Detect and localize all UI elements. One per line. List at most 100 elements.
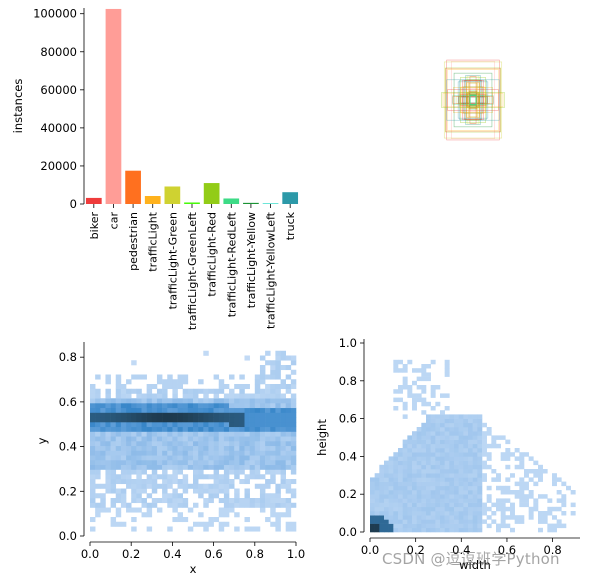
xy-cell bbox=[265, 517, 271, 523]
xy-cell bbox=[208, 493, 214, 499]
xy-cell bbox=[141, 412, 147, 418]
xy-cell bbox=[218, 436, 225, 442]
xy-cell bbox=[95, 507, 101, 513]
wh-cell bbox=[379, 485, 385, 491]
xy-cell bbox=[218, 455, 225, 461]
wh-cell bbox=[412, 406, 417, 411]
xy-cell bbox=[275, 460, 281, 466]
xy-cell bbox=[270, 507, 276, 513]
xy-y-tick-label: 0.6 bbox=[59, 395, 77, 409]
wh-cell bbox=[388, 511, 394, 516]
xy-cell bbox=[275, 369, 281, 375]
wh-cell bbox=[538, 469, 543, 474]
xy-cell bbox=[239, 422, 245, 428]
xy-cell bbox=[151, 488, 158, 494]
wh-cell bbox=[468, 460, 473, 466]
wh-cell bbox=[468, 498, 473, 503]
wh-cell bbox=[472, 473, 478, 478]
xy-cell bbox=[120, 521, 127, 527]
wh-cell bbox=[477, 502, 483, 508]
xy-cell bbox=[218, 379, 225, 385]
bbox-outline bbox=[459, 96, 487, 104]
wh-cell bbox=[416, 490, 422, 495]
wh-cell bbox=[430, 523, 436, 529]
xy-cell bbox=[259, 412, 266, 418]
xy-cell bbox=[131, 445, 137, 451]
wh-cell bbox=[491, 469, 497, 474]
width-height-heatmap: 0.00.20.40.60.81.00.0 0.2 0.4 0.6 0.8widthhe… bbox=[315, 336, 580, 572]
xy-cell bbox=[177, 426, 183, 432]
xy-cell bbox=[182, 398, 189, 404]
xy-cell bbox=[162, 493, 168, 499]
wh-cell bbox=[533, 481, 539, 487]
xy-cell bbox=[249, 445, 256, 451]
xy-cell bbox=[105, 393, 111, 399]
xy-cell bbox=[146, 450, 153, 456]
wh-cell bbox=[412, 443, 417, 449]
wh-cell bbox=[482, 448, 487, 453]
xy-cell bbox=[177, 455, 183, 461]
wh-cell bbox=[463, 422, 469, 428]
xy-cell bbox=[213, 493, 220, 499]
wh-cell bbox=[402, 380, 408, 386]
wh-cell bbox=[463, 469, 469, 474]
wh-cell bbox=[538, 527, 543, 533]
xy-cell bbox=[141, 431, 147, 437]
wh-cell bbox=[430, 485, 436, 491]
wh-cell bbox=[505, 439, 511, 445]
xy-cell bbox=[110, 498, 117, 504]
wh-cell bbox=[407, 481, 413, 487]
xy-cell bbox=[254, 374, 261, 380]
wh-cell bbox=[421, 464, 427, 470]
xy-cell bbox=[254, 412, 261, 418]
wh-cell bbox=[472, 515, 478, 520]
xy-cell bbox=[244, 384, 250, 390]
xy-cell bbox=[151, 398, 158, 404]
xy-cell bbox=[223, 488, 230, 494]
wh-cell bbox=[514, 464, 520, 470]
xy-cell bbox=[275, 445, 281, 451]
xy-cell bbox=[234, 488, 240, 494]
wh-cell bbox=[519, 515, 525, 520]
xy-cell bbox=[254, 460, 261, 466]
xy-cell bbox=[290, 436, 297, 442]
xy-cell bbox=[254, 431, 261, 437]
xy-cell bbox=[90, 412, 96, 418]
xy-cell bbox=[156, 374, 163, 380]
xy-cell bbox=[105, 488, 111, 494]
wh-cell bbox=[421, 506, 427, 512]
xy-cell bbox=[182, 431, 189, 437]
xy-cell bbox=[203, 460, 209, 466]
wh-cell bbox=[444, 422, 450, 428]
xy-cell bbox=[193, 488, 199, 494]
xy-cell bbox=[95, 412, 101, 418]
xy-cell bbox=[213, 464, 220, 470]
xy-cell bbox=[95, 483, 101, 489]
xy-cell bbox=[203, 526, 209, 532]
xy-cell bbox=[131, 441, 137, 447]
xy-cell bbox=[131, 450, 137, 456]
xy-cell bbox=[218, 426, 225, 432]
xy-cell bbox=[203, 398, 209, 404]
wh-cell bbox=[370, 511, 375, 516]
xy-cell bbox=[156, 441, 163, 447]
bar-x-tick-label: trafficLight-GreenLeft bbox=[186, 211, 199, 330]
xy-cell bbox=[172, 455, 178, 461]
wh-cell bbox=[412, 368, 417, 373]
xy-cell bbox=[182, 488, 189, 494]
xy-cell bbox=[198, 412, 204, 418]
watermark: CSDN @逗逗班学Python bbox=[382, 550, 560, 568]
wh-cell bbox=[552, 481, 557, 487]
wh-cell bbox=[444, 372, 450, 377]
wh-cell bbox=[486, 456, 492, 461]
wh-cell bbox=[552, 506, 557, 512]
xy-cell bbox=[136, 507, 142, 513]
xy-cell bbox=[280, 398, 286, 404]
wh-cell bbox=[519, 494, 525, 499]
wh-cell bbox=[496, 473, 501, 478]
wh-cell bbox=[500, 435, 506, 440]
xy-cell bbox=[115, 493, 122, 499]
wh-cell bbox=[435, 506, 441, 512]
wh-cell bbox=[388, 515, 394, 520]
wh-cell bbox=[538, 477, 543, 482]
